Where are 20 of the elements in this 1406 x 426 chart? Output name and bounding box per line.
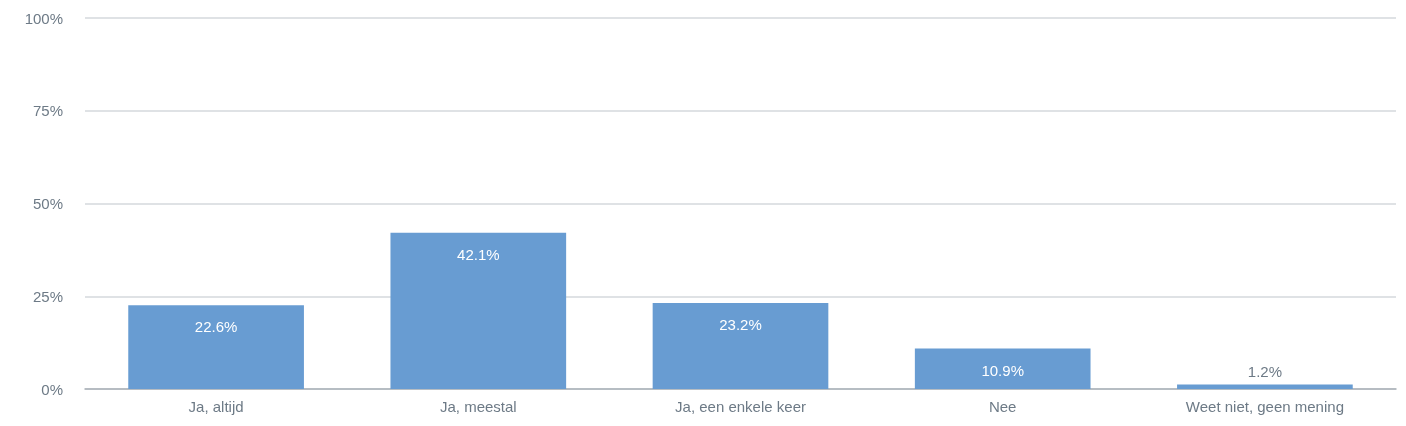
data-label: 1.2% [1247,362,1282,380]
y-tick-label: 50% [32,195,63,212]
bar [1177,384,1353,389]
y-tick-label: 0% [41,380,63,398]
data-label: 42.1% [457,245,500,263]
y-tick-label: 25% [32,287,63,305]
x-tick-label: Nee [988,398,1017,415]
bar [128,305,304,389]
bar [390,232,567,389]
x-tick-label: Ja, meestal [439,398,517,415]
data-label: 10.9% [981,361,1024,379]
data-label: 22.6% [194,318,238,336]
data-label: 23.2% [719,315,762,333]
x-tick-label: Ja, altijd [188,398,244,415]
bar [652,302,829,389]
x-tick-label: Weet niet, geen mening [1185,398,1344,415]
x-tick-label: Ja, een enkele keer [675,398,806,415]
y-tick-label: 75% [32,102,63,120]
bar [914,348,1091,389]
y-tick-label: 100% [24,9,63,27]
